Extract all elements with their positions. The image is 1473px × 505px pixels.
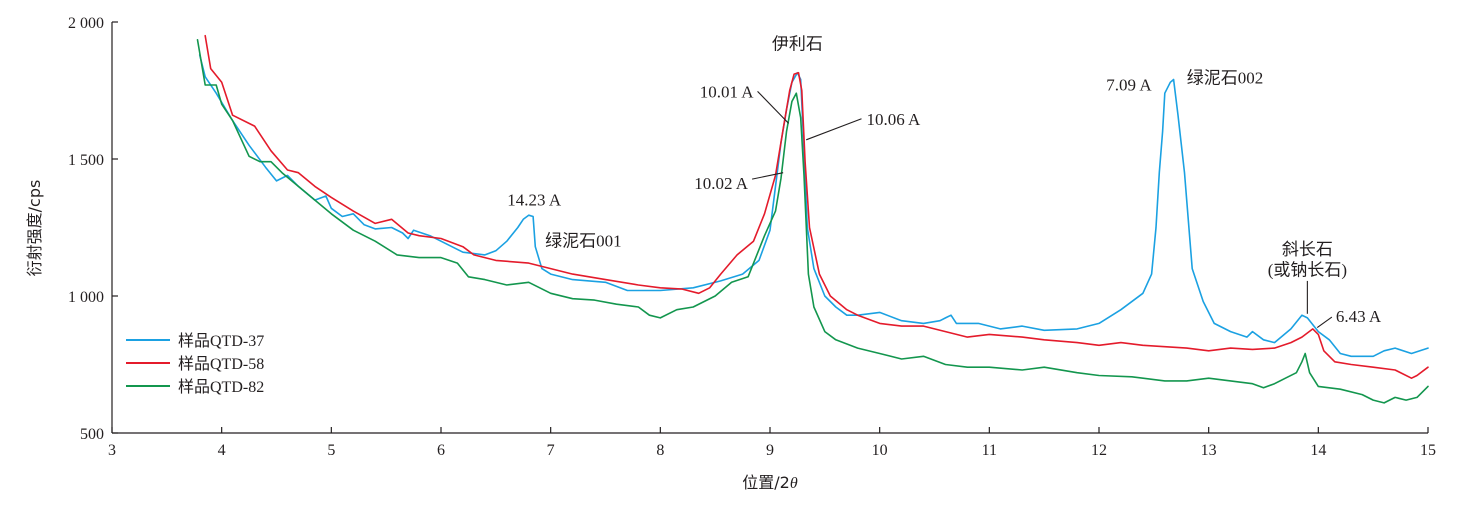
annotation-chlorite001: 绿泥石001 <box>545 232 622 251</box>
y-tick-label: 1 000 <box>68 289 104 306</box>
annotation-d709: 7.09 A <box>1106 76 1152 95</box>
x-tick-label: 14 <box>1310 442 1326 459</box>
leader-d1002 <box>751 172 784 180</box>
annotation-plag1: 斜长石 <box>1282 240 1333 259</box>
annotation-d1002: 10.02 A <box>694 174 749 193</box>
annotation-d643: 6.43 A <box>1336 307 1382 326</box>
y-tick-label: 2 000 <box>68 15 104 32</box>
x-tick-label: 11 <box>982 442 997 459</box>
x-tick-label: 10 <box>872 442 888 459</box>
x-tick-label: 9 <box>766 442 774 459</box>
x-ticks: 3 4 5 6 7 8 9 10 11 12 13 14 15 <box>108 427 1436 459</box>
annotation-plag2: (或钠长石) <box>1268 260 1347 279</box>
legend-label: 样品QTD-82 <box>178 378 264 396</box>
x-tick-label: 13 <box>1201 442 1217 459</box>
series-layer <box>196 34 1429 404</box>
y-tick-label: 1 500 <box>68 152 104 169</box>
annotation-layer: 伊利石 10.01 A 10.06 A 10.02 A 14.23 A 绿泥石001 7.0… <box>507 34 1382 328</box>
x-tick-label: 4 <box>218 442 226 459</box>
x-tick-label: 3 <box>108 442 116 459</box>
x-tick-label: 7 <box>547 442 555 459</box>
legend-label: 样品QTD-37 <box>178 332 264 350</box>
y-ticks: 500 1 000 1 500 2 000 <box>68 15 118 443</box>
annotation-d1006: 10.06 A <box>867 110 922 129</box>
annotation-illite: 伊利石 <box>772 34 823 53</box>
y-tick-label: 500 <box>80 426 104 443</box>
annotation-d1001: 10.01 A <box>700 82 755 101</box>
leader-d1006 <box>805 118 862 141</box>
legend-label: 样品QTD-58 <box>178 355 264 373</box>
x-axis-title-main: 位置/2 <box>742 473 790 492</box>
x-axis-title: 位置/2θ <box>742 473 798 492</box>
x-tick-label: 8 <box>656 442 664 459</box>
x-tick-label: 12 <box>1091 442 1107 459</box>
legend: 样品QTD-37 样品QTD-58 样品QTD-82 <box>126 332 264 396</box>
y-axis-title: 衍射强度/cps <box>25 180 44 277</box>
series-line-2 <box>204 34 1429 379</box>
x-tick-label: 15 <box>1420 442 1436 459</box>
annotation-d1423: 14.23 A <box>507 191 562 210</box>
x-tick-label: 6 <box>437 442 445 459</box>
annotation-chlorite002: 绿泥石002 <box>1187 69 1264 88</box>
leader-d1001 <box>757 90 790 124</box>
series-line-1 <box>198 54 1429 358</box>
x-tick-label: 5 <box>327 442 335 459</box>
series-line-3 <box>196 39 1429 404</box>
leader-d643 <box>1316 316 1333 328</box>
x-axis-title-theta: θ <box>790 475 798 492</box>
